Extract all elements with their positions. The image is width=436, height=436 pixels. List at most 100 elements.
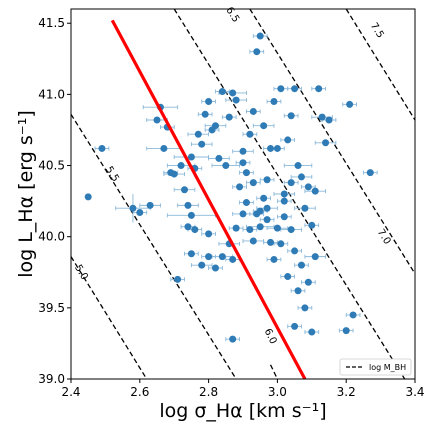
data-point bbox=[232, 224, 240, 232]
data-point bbox=[277, 240, 285, 248]
contour-labels: 5.0 5.5 6.5 6.0 7.0 7.5 bbox=[72, 5, 392, 346]
data-point bbox=[284, 136, 292, 144]
data-point bbox=[225, 113, 233, 121]
data-point bbox=[263, 216, 271, 224]
data-point bbox=[205, 230, 213, 238]
contour-label: 5.5 bbox=[103, 165, 121, 184]
data-point bbox=[325, 116, 333, 124]
contour-label: 7.5 bbox=[368, 21, 386, 40]
data-point bbox=[287, 179, 295, 187]
data-point bbox=[311, 253, 319, 261]
x-tick-label: 3.2 bbox=[337, 385, 356, 399]
fit-line-group bbox=[110, 19, 307, 379]
data-point bbox=[267, 238, 275, 246]
y-axis-label: log L_Hα [erg s⁻¹] bbox=[15, 110, 37, 278]
data-point bbox=[308, 221, 316, 229]
contour-label: 6.5 bbox=[223, 5, 241, 24]
data-point bbox=[346, 100, 354, 108]
data-point bbox=[349, 311, 357, 319]
data-point bbox=[229, 89, 237, 97]
data-point bbox=[153, 116, 161, 124]
data-point bbox=[187, 211, 195, 219]
y-axis-ticks: 39.0 39.5 40.0 40.5 41.0 41.5 bbox=[38, 16, 71, 386]
plot-frame bbox=[70, 8, 416, 380]
data-point bbox=[256, 223, 264, 231]
data-point bbox=[205, 253, 213, 261]
data-point bbox=[280, 213, 288, 221]
data-point bbox=[291, 85, 299, 93]
data-point bbox=[84, 193, 92, 201]
data-point bbox=[304, 278, 312, 286]
data-point bbox=[187, 250, 195, 258]
data-point bbox=[218, 88, 226, 96]
contour-lines bbox=[71, 9, 415, 379]
data-point bbox=[239, 210, 247, 218]
data-point bbox=[277, 85, 285, 93]
x-tick-label: 3.4 bbox=[405, 385, 424, 399]
data-point bbox=[322, 139, 330, 147]
legend-box bbox=[339, 358, 412, 376]
data-point bbox=[308, 328, 316, 336]
data-point bbox=[184, 201, 192, 209]
data-point bbox=[301, 304, 309, 312]
data-point bbox=[366, 169, 374, 177]
x-axis-ticks: 2.4 2.6 2.8 3.0 3.2 3.4 bbox=[61, 379, 425, 399]
contour-line-7-0 bbox=[249, 9, 415, 275]
data-point bbox=[181, 186, 189, 194]
data-point bbox=[267, 144, 275, 152]
data-point bbox=[198, 140, 206, 148]
data-point bbox=[260, 122, 268, 130]
data-point bbox=[273, 224, 281, 232]
y-tick-label: 39.0 bbox=[38, 372, 65, 386]
data-point bbox=[211, 122, 219, 130]
data-point bbox=[256, 32, 264, 40]
data-point bbox=[211, 264, 219, 272]
error-bars bbox=[94, 34, 378, 342]
data-point bbox=[246, 226, 254, 234]
legend: log M_BH bbox=[339, 358, 412, 376]
data-point bbox=[270, 255, 278, 263]
data-point bbox=[184, 223, 192, 231]
data-point bbox=[260, 194, 268, 202]
data-point bbox=[229, 255, 237, 263]
data-point bbox=[129, 204, 137, 212]
contour-label: 5.0 bbox=[72, 263, 90, 282]
data-points bbox=[84, 32, 374, 343]
y-tick-label: 40.0 bbox=[38, 230, 65, 244]
contour-line-5-5 bbox=[71, 113, 237, 379]
data-point bbox=[242, 199, 250, 207]
data-point bbox=[218, 253, 226, 261]
data-point bbox=[249, 237, 257, 245]
data-point bbox=[263, 176, 271, 184]
contour-line-6-0 bbox=[269, 364, 278, 379]
x-axis-label: log σ_Hα [km s⁻¹] bbox=[159, 400, 326, 422]
data-point bbox=[301, 204, 309, 212]
x-tick-label: 2.6 bbox=[130, 385, 149, 399]
data-point bbox=[229, 335, 237, 343]
contour-label: 7.0 bbox=[375, 227, 393, 246]
data-point bbox=[311, 187, 319, 195]
data-point bbox=[239, 147, 247, 155]
data-point bbox=[291, 322, 299, 330]
data-point bbox=[174, 275, 182, 283]
data-point bbox=[239, 159, 247, 167]
data-point bbox=[98, 144, 106, 152]
data-point bbox=[249, 107, 257, 115]
data-point bbox=[253, 48, 261, 56]
data-point bbox=[198, 261, 206, 269]
data-point bbox=[160, 144, 168, 152]
data-point bbox=[222, 162, 230, 170]
data-point bbox=[236, 183, 244, 191]
data-point bbox=[291, 247, 299, 255]
data-point bbox=[304, 183, 312, 191]
data-point bbox=[280, 197, 288, 205]
x-tick-label: 2.8 bbox=[199, 385, 218, 399]
data-point bbox=[191, 226, 199, 234]
data-point bbox=[249, 179, 257, 187]
data-point bbox=[187, 153, 195, 161]
data-point bbox=[315, 85, 323, 93]
data-point bbox=[318, 113, 326, 121]
data-point bbox=[232, 96, 240, 104]
y-tick-label: 41.0 bbox=[38, 87, 65, 101]
